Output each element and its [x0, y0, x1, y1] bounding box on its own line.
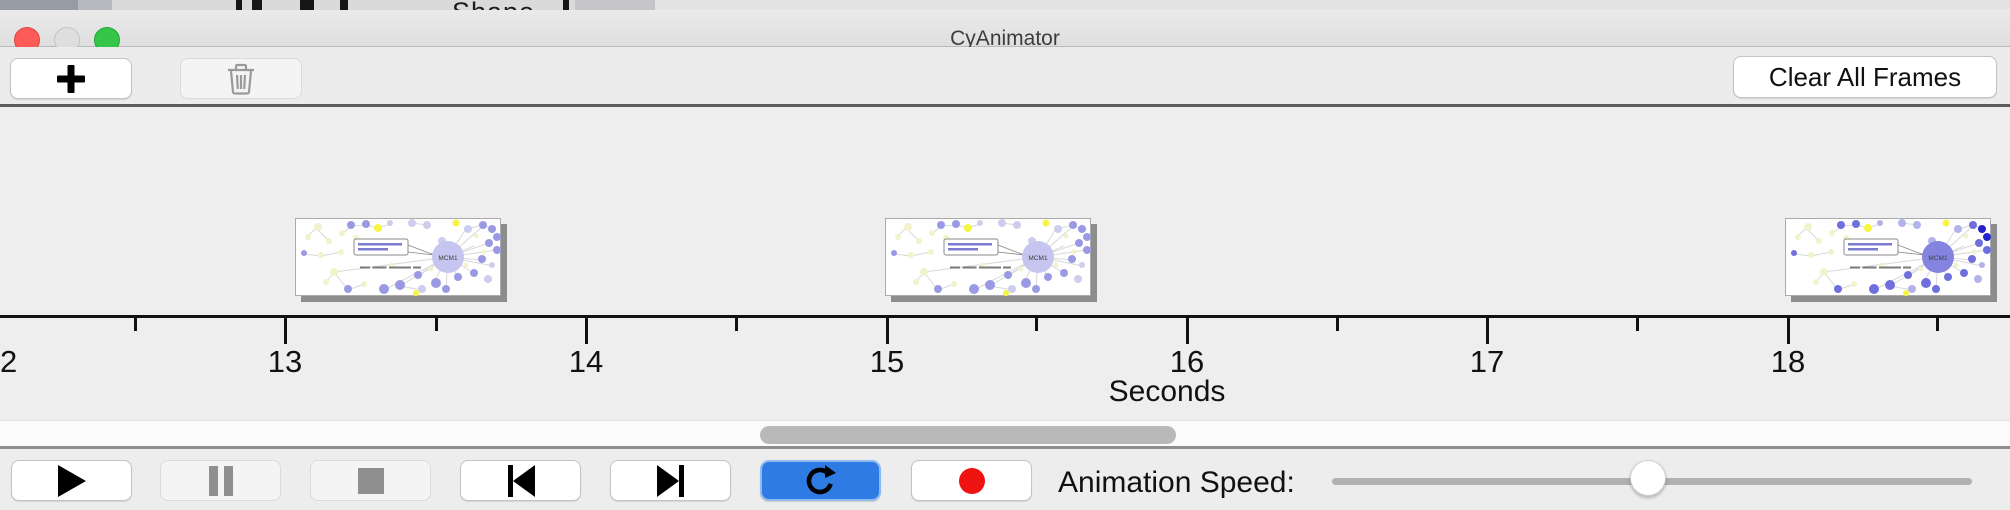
tick-label: 17 [1469, 344, 1505, 379]
tick-mark [1486, 318, 1489, 344]
pause-icon [208, 465, 233, 496]
tick-mark [1186, 318, 1189, 344]
trash-icon [228, 63, 254, 95]
scrollbar-thumb[interactable] [760, 426, 1176, 444]
add-frame-button[interactable] [10, 58, 132, 99]
plus-icon [57, 64, 85, 93]
background-glyph-fragment [300, 0, 314, 10]
clear-all-frames-button[interactable]: Clear All Frames [1733, 56, 1997, 98]
record-icon [958, 467, 985, 494]
stop-button[interactable] [310, 460, 431, 501]
frame-thumbnail-2[interactable] [885, 218, 1092, 297]
timeline-ruler-line [0, 315, 2010, 318]
titlebar[interactable]: CyAnimator [0, 10, 2010, 53]
skip-end-icon [656, 464, 684, 497]
play-icon [57, 464, 86, 497]
seconds-axis-label: Seconds [1108, 375, 1226, 408]
background-block [575, 0, 655, 10]
tick-label: 16 [1169, 344, 1205, 379]
playback-controls: Animation Speed: [0, 446, 2010, 510]
background-window-strip: Shape [0, 0, 2010, 10]
skip-to-start-button[interactable] [460, 460, 581, 501]
toolbar: Clear All Frames [0, 47, 2010, 104]
background-glyph-fragment [563, 0, 569, 10]
background-shape-text: Shape [452, 0, 535, 10]
skip-start-icon [507, 464, 535, 497]
background-block [78, 0, 112, 10]
slider-knob[interactable] [1630, 460, 1666, 496]
tick-label: 15 [869, 344, 905, 379]
network-thumbnail-image [890, 218, 1092, 297]
tick-mark [1787, 318, 1790, 344]
tick-label: 13 [267, 344, 303, 379]
tick-label: 18 [1770, 344, 1806, 379]
frame-thumbnail-1[interactable] [295, 218, 502, 297]
tick-mark [886, 318, 889, 344]
network-thumbnail-image [300, 218, 502, 297]
window-title: CyAnimator [950, 27, 1060, 50]
record-button[interactable] [911, 460, 1032, 501]
background-glyph-fragment [252, 0, 262, 10]
loop-button[interactable] [760, 460, 881, 501]
tick-label: 12 [0, 344, 18, 379]
skip-to-end-button[interactable] [610, 460, 731, 501]
tick-mark [284, 318, 287, 344]
timeline-panel[interactable]: 12 13 14 15 16 17 18 [0, 104, 2010, 450]
background-glyph-fragment [340, 0, 348, 10]
pause-button[interactable] [160, 460, 281, 501]
background-block [655, 0, 2010, 10]
animation-speed-label: Animation Speed: [1058, 466, 1295, 499]
play-button[interactable] [11, 460, 132, 501]
delete-frame-button[interactable] [180, 58, 302, 99]
loop-icon [806, 464, 836, 494]
timeline-scrollbar[interactable] [0, 420, 2010, 450]
tick-label: 14 [568, 344, 604, 379]
background-glyph-fragment [236, 0, 242, 10]
stop-icon [357, 467, 384, 494]
tick-mark [585, 318, 588, 344]
network-thumbnail-image [1790, 218, 1992, 297]
frame-thumbnail-3[interactable] [1785, 218, 1992, 297]
background-block [0, 0, 78, 10]
